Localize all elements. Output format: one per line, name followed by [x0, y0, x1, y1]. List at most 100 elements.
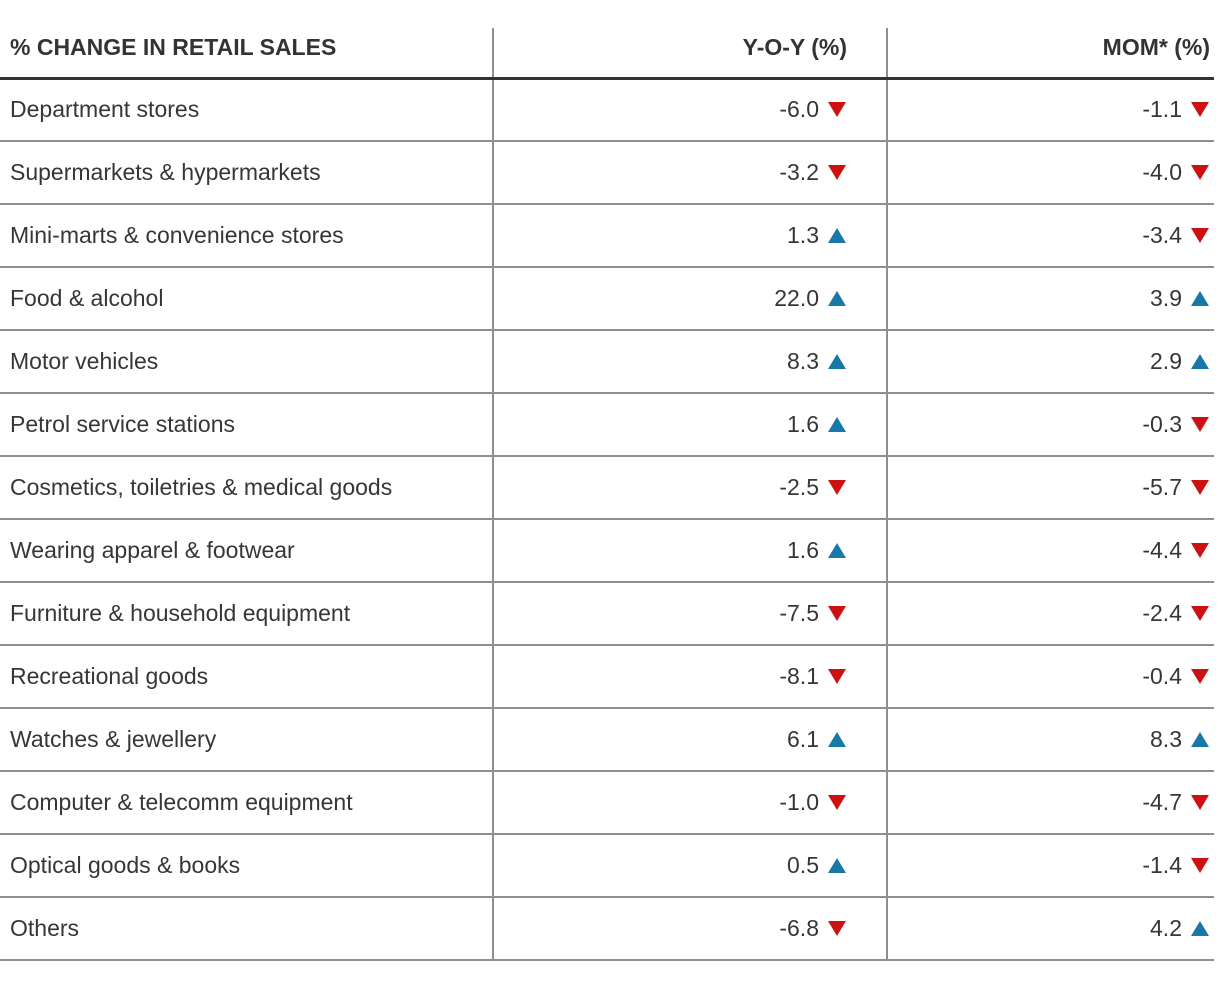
triangle-up-icon: [828, 543, 846, 558]
triangle-down-icon: [1191, 228, 1209, 243]
mom-cell: -5.7: [886, 456, 1214, 519]
mom-cell: -0.4: [886, 645, 1214, 708]
mom-cell: -4.4: [886, 519, 1214, 582]
triangle-up-icon: [1191, 291, 1209, 306]
table-row: Others -6.8 4.2: [0, 897, 1214, 960]
table-row: Computer & telecomm equipment -1.0 -4.7: [0, 771, 1214, 834]
category-label: Cosmetics, toiletries & medical goods: [10, 473, 393, 500]
triangle-down-icon: [1191, 543, 1209, 558]
mom-value: -0.4: [1142, 663, 1182, 689]
mom-cell: -4.7: [886, 771, 1214, 834]
yoy-value: -1.0: [779, 789, 819, 815]
yoy-cell: 8.3: [492, 330, 887, 393]
triangle-down-icon: [1191, 102, 1209, 118]
yoy-value: 1.6: [787, 537, 819, 563]
triangle-down-icon: [1191, 858, 1209, 873]
triangle-down-icon: [828, 165, 846, 180]
mom-value: -3.4: [1142, 222, 1182, 248]
category-label: Mini-marts & convenience stores: [10, 221, 344, 248]
category-cell: Optical goods & books: [0, 834, 493, 897]
triangle-up-icon: [828, 228, 846, 243]
table-row: Wearing apparel & footwear 1.6 -4.4: [0, 519, 1214, 582]
yoy-value: 8.3: [787, 348, 819, 374]
yoy-cell: 0.5: [492, 834, 887, 897]
yoy-cell: -3.2: [492, 141, 887, 204]
mom-cell: -1.4: [886, 834, 1214, 897]
triangle-down-icon: [828, 606, 846, 621]
yoy-cell: -2.5: [492, 456, 887, 519]
category-label: Motor vehicles: [10, 347, 159, 374]
mom-value: -4.7: [1142, 789, 1182, 815]
triangle-up-icon: [828, 732, 846, 747]
mom-cell: 4.2: [886, 897, 1214, 960]
category-label: Food & alcohol: [10, 284, 164, 311]
mom-value: -4.0: [1142, 159, 1182, 185]
mom-cell: -0.3: [886, 393, 1214, 456]
yoy-cell: 22.0: [492, 267, 887, 330]
table-row: Mini-marts & convenience stores 1.3 -3.4: [0, 204, 1214, 267]
yoy-value: -8.1: [779, 663, 819, 689]
yoy-value: -6.8: [779, 915, 819, 941]
mom-value: -5.7: [1142, 474, 1182, 500]
category-cell: Watches & jewellery: [0, 708, 493, 771]
mom-value: 4.2: [1150, 915, 1182, 941]
table-row: Food & alcohol 22.0 3.9: [0, 267, 1214, 330]
yoy-cell: -8.1: [492, 645, 887, 708]
yoy-cell: -6.0: [492, 78, 887, 141]
triangle-down-icon: [1191, 795, 1209, 810]
column-header-category: % CHANGE IN RETAIL SALES: [10, 33, 337, 60]
triangle-down-icon: [828, 669, 846, 684]
category-cell: Department stores: [0, 78, 493, 141]
category-label: Watches & jewellery: [10, 725, 217, 752]
column-header-mom: MOM* (%): [886, 28, 1214, 78]
yoy-value: -2.5: [779, 474, 819, 500]
triangle-down-icon: [1191, 417, 1209, 432]
yoy-cell: -7.5: [492, 582, 887, 645]
category-cell: Computer & telecomm equipment: [0, 771, 493, 834]
mom-value: -0.3: [1142, 411, 1182, 437]
yoy-value: 22.0: [774, 285, 819, 311]
category-cell: Recreational goods: [0, 645, 493, 708]
category-label: Optical goods & books: [10, 851, 241, 878]
category-label: Others: [10, 914, 80, 941]
yoy-cell: 1.6: [492, 393, 887, 456]
category-label: Recreational goods: [10, 662, 209, 689]
category-cell: Food & alcohol: [0, 267, 493, 330]
table-row: Petrol service stations 1.6 -0.3: [0, 393, 1214, 456]
yoy-value: 6.1: [787, 726, 819, 752]
yoy-cell: 6.1: [492, 708, 887, 771]
mom-value: -4.4: [1142, 537, 1182, 563]
table-row: Department stores -6.0 -1.1: [0, 78, 1214, 141]
yoy-value: -3.2: [779, 159, 819, 185]
yoy-cell: 1.6: [492, 519, 887, 582]
triangle-down-icon: [828, 480, 846, 495]
category-label: Wearing apparel & footwear: [10, 536, 295, 563]
category-cell: Mini-marts & convenience stores: [0, 204, 493, 267]
triangle-up-icon: [1191, 732, 1209, 747]
yoy-value: 1.6: [787, 411, 819, 437]
table-row: Optical goods & books 0.5 -1.4: [0, 834, 1214, 897]
table-row: Supermarkets & hypermarkets -3.2 -4.0: [0, 141, 1214, 204]
category-label: Department stores: [10, 96, 200, 123]
mom-value: 8.3: [1150, 726, 1182, 752]
yoy-value: -7.5: [779, 600, 819, 626]
mom-value: 3.9: [1150, 285, 1182, 311]
column-header-yoy: Y-O-Y (%): [492, 28, 887, 78]
category-cell: Furniture & household equipment: [0, 582, 493, 645]
yoy-value: -6.0: [779, 96, 819, 123]
category-label: Supermarkets & hypermarkets: [10, 158, 321, 185]
mom-cell: 2.9: [886, 330, 1214, 393]
category-cell: Wearing apparel & footwear: [0, 519, 493, 582]
mom-cell: -1.1: [886, 78, 1214, 141]
mom-value: -1.1: [1142, 96, 1182, 123]
triangle-up-icon: [1191, 354, 1209, 369]
yoy-value: 1.3: [787, 222, 819, 248]
table-row: Cosmetics, toiletries & medical goods -2…: [0, 456, 1214, 519]
triangle-up-icon: [828, 291, 846, 306]
category-cell: Motor vehicles: [0, 330, 493, 393]
table-row: Watches & jewellery 6.1 8.3: [0, 708, 1214, 771]
mom-cell: 3.9: [886, 267, 1214, 330]
triangle-down-icon: [1191, 669, 1209, 684]
category-label: Furniture & household equipment: [10, 599, 351, 626]
